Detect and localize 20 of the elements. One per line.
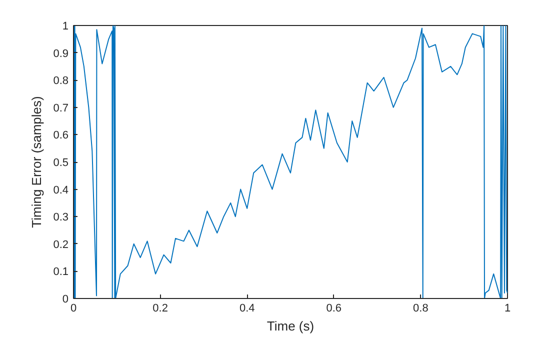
- y-tick-label: 0.1: [53, 266, 69, 278]
- x-tick-label: 1: [504, 302, 511, 314]
- y-tick-label: 0.9: [53, 48, 69, 60]
- y-tick-label: 0.5: [53, 157, 69, 169]
- x-tick-label: 0.6: [326, 302, 342, 314]
- x-tick-label: 0.8: [413, 302, 428, 314]
- y-tick-label: 1: [62, 20, 69, 32]
- x-tick-label: 0.2: [152, 302, 168, 314]
- y-tick-label: 0.6: [53, 130, 69, 142]
- y-tick-label: 0.4: [53, 184, 69, 196]
- y-tick-label: 0.7: [53, 102, 69, 114]
- y-tick-label: 0.8: [53, 75, 69, 88]
- line-series: [74, 26, 508, 298]
- x-axis-title: Time (s): [266, 318, 314, 334]
- x-tick-label: 0.4: [239, 302, 255, 314]
- y-axis-title: Timing Error (samples): [29, 96, 44, 228]
- y-tick-label: 0: [62, 294, 69, 306]
- y-tick-label: 0.3: [53, 212, 69, 224]
- y-tick-label: 0.2: [53, 238, 69, 251]
- x-tick-label: 0: [70, 302, 77, 314]
